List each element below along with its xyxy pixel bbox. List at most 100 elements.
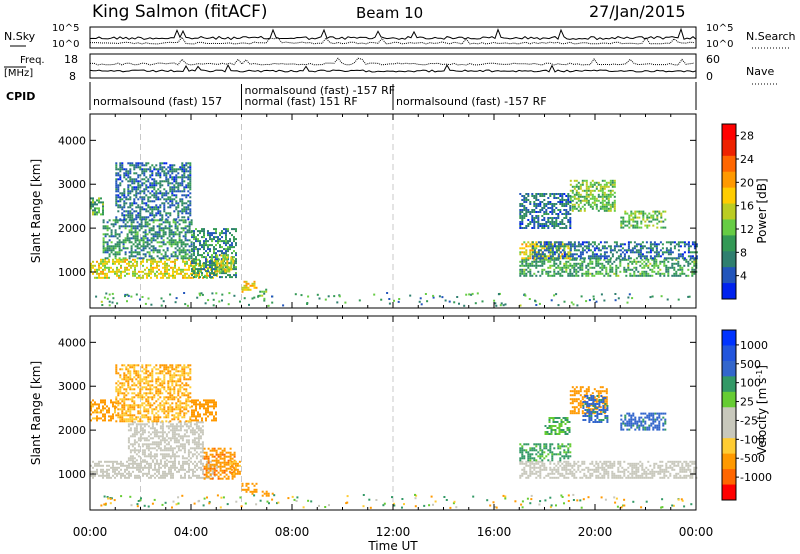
power-cell (215, 236, 217, 239)
velocity-cell (124, 470, 126, 473)
power-cell (557, 247, 560, 250)
power-cell (164, 227, 167, 230)
power-cell (545, 205, 548, 207)
power-cell (174, 276, 176, 279)
velocity-cell (128, 476, 130, 479)
velocity-cell (106, 411, 108, 414)
power-cell (655, 262, 658, 265)
power-cell (625, 274, 628, 277)
power-cell (551, 205, 554, 207)
velocity-cell (112, 466, 114, 469)
power-cell (152, 229, 155, 232)
power-cell (130, 295, 133, 298)
power-cell (533, 258, 536, 261)
velocity-cell (141, 416, 144, 419)
velocity-cell (148, 470, 150, 473)
power-cell (592, 298, 595, 301)
power-cell (420, 303, 423, 306)
power-cell (150, 255, 153, 258)
freq-tick-low: 8 (69, 70, 76, 83)
power-cell (115, 218, 118, 221)
nave-tick-high: 60 (706, 53, 720, 66)
velocity-cell (149, 437, 152, 440)
velocity-cell (143, 372, 146, 375)
power-cell (693, 245, 696, 248)
power-cell (141, 172, 144, 175)
velocity-cell (170, 476, 172, 479)
power-cell (637, 243, 640, 246)
power-cell (115, 190, 118, 193)
velocity-cell (167, 384, 170, 387)
power-cell (209, 276, 211, 279)
velocity-cell (216, 464, 218, 467)
power-cell (641, 247, 644, 250)
velocity-cell (123, 418, 126, 421)
power-cell (108, 239, 111, 242)
nsky-tick-high: 10^5 (52, 23, 79, 34)
velocity-cell (149, 384, 152, 387)
velocity-cell (131, 455, 134, 458)
power-cell (607, 260, 610, 263)
power-cell (115, 174, 118, 177)
power-cell (541, 215, 544, 217)
power-cell (209, 244, 211, 247)
power-cell (137, 166, 140, 169)
velocity-cell (190, 476, 192, 479)
power-cell (157, 198, 160, 201)
power-cell (189, 212, 192, 215)
power-cell (142, 245, 145, 248)
power-cell (695, 255, 698, 258)
power-cell (153, 166, 156, 169)
power-cell (533, 203, 536, 205)
power-cell (146, 239, 149, 242)
power-cell (173, 218, 176, 221)
velocity-cell (133, 368, 136, 371)
velocity-cell (196, 476, 198, 479)
power-cell (199, 244, 201, 247)
velocity-cell (180, 464, 182, 467)
power-cell (623, 258, 626, 261)
power-cell (671, 266, 674, 269)
power-cell (102, 272, 104, 275)
power-cell (529, 223, 532, 225)
power-cell (521, 205, 524, 207)
power-cell (157, 174, 160, 177)
velocity-cell (92, 470, 94, 473)
velocity-cell (133, 402, 136, 405)
velocity-cell (153, 427, 156, 430)
power-cell (583, 257, 586, 260)
power-cell (665, 257, 668, 260)
velocity-cell (123, 400, 126, 403)
velocity-cell (183, 421, 186, 424)
power-cell (271, 295, 273, 298)
power-cell (531, 221, 534, 223)
velocity-cell (181, 455, 184, 458)
velocity-cell (112, 474, 114, 477)
velocity-cell (110, 401, 112, 404)
power-cell (150, 257, 153, 260)
power-cell (537, 245, 540, 248)
power-cell (640, 210, 643, 213)
velocity-cell (133, 429, 136, 432)
velocity-cell (94, 417, 96, 420)
power-cell (213, 236, 215, 239)
power-cell (213, 232, 215, 235)
velocity-cell (143, 392, 146, 395)
power-cell (184, 245, 187, 248)
power-cell (533, 264, 536, 267)
power-cell (190, 241, 193, 244)
power-cell (581, 272, 584, 275)
velocity-cell (119, 388, 122, 391)
velocity-cell (131, 423, 134, 426)
power-cell (541, 262, 544, 265)
power-cell (667, 253, 670, 256)
power-cell (623, 257, 626, 260)
velocity-cell (155, 459, 158, 462)
power-cell (131, 208, 134, 211)
velocity-cell (174, 464, 176, 467)
velocity-cell (131, 364, 134, 367)
power-cell (591, 253, 594, 256)
power-cell (547, 272, 550, 275)
velocity-cell (157, 404, 160, 407)
velocity-cell (186, 470, 188, 473)
